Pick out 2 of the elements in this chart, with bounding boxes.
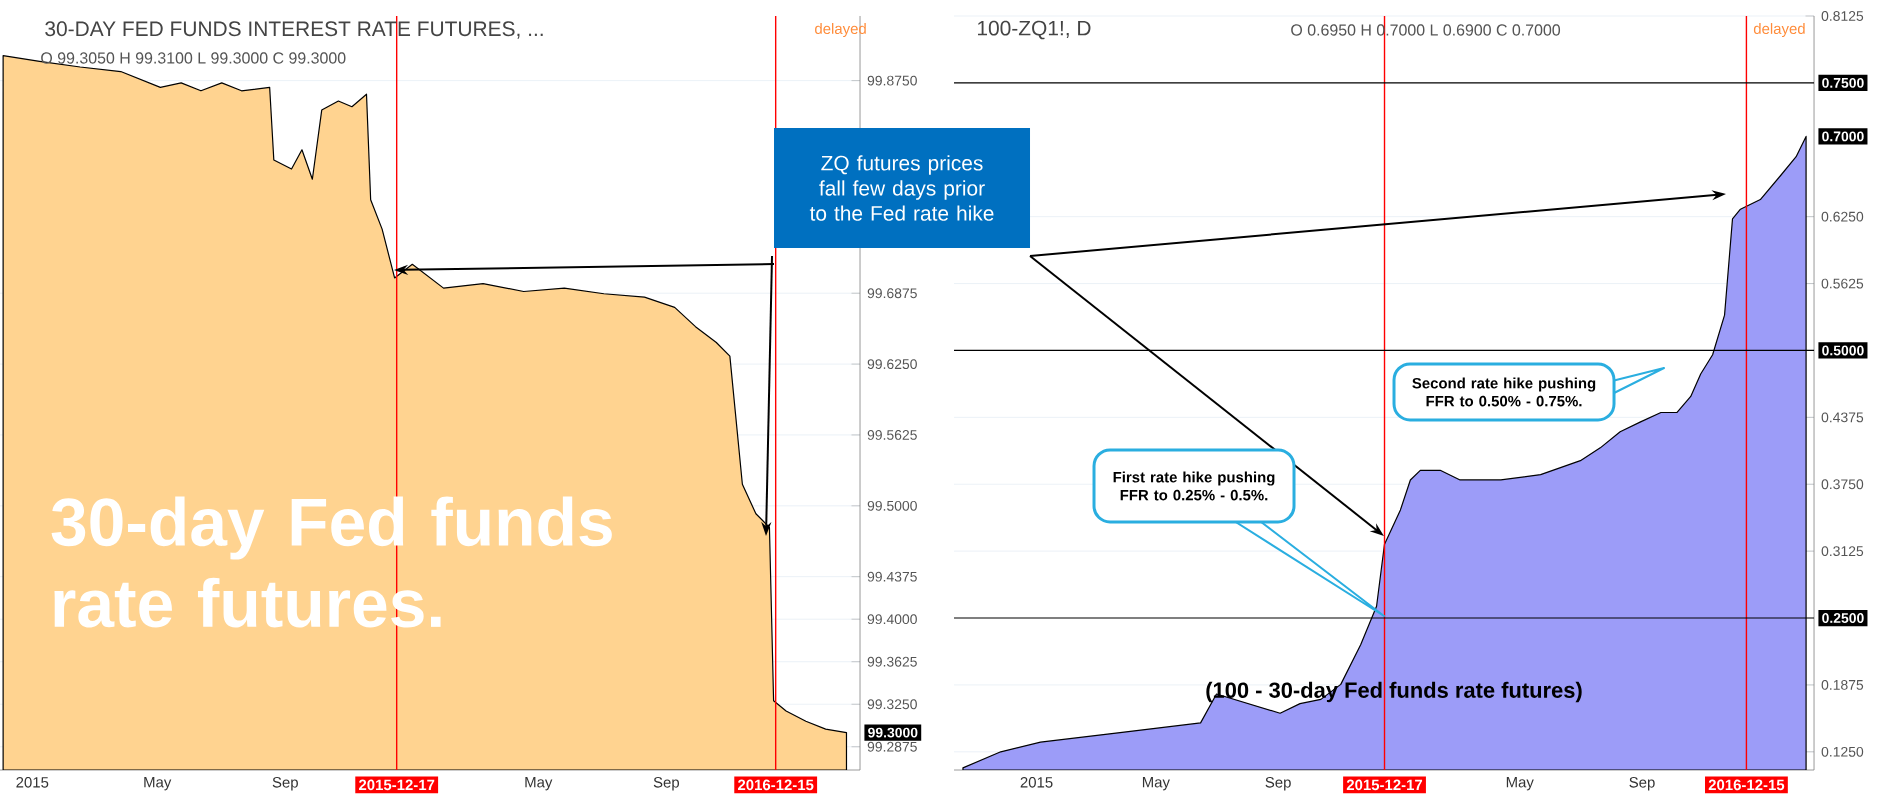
annotation: ZQ futures prices fall few days prior to the Fed rate hike <box>809 155 994 221</box>
chart-title: 100-ZQ1!, D <box>978 20 1091 40</box>
